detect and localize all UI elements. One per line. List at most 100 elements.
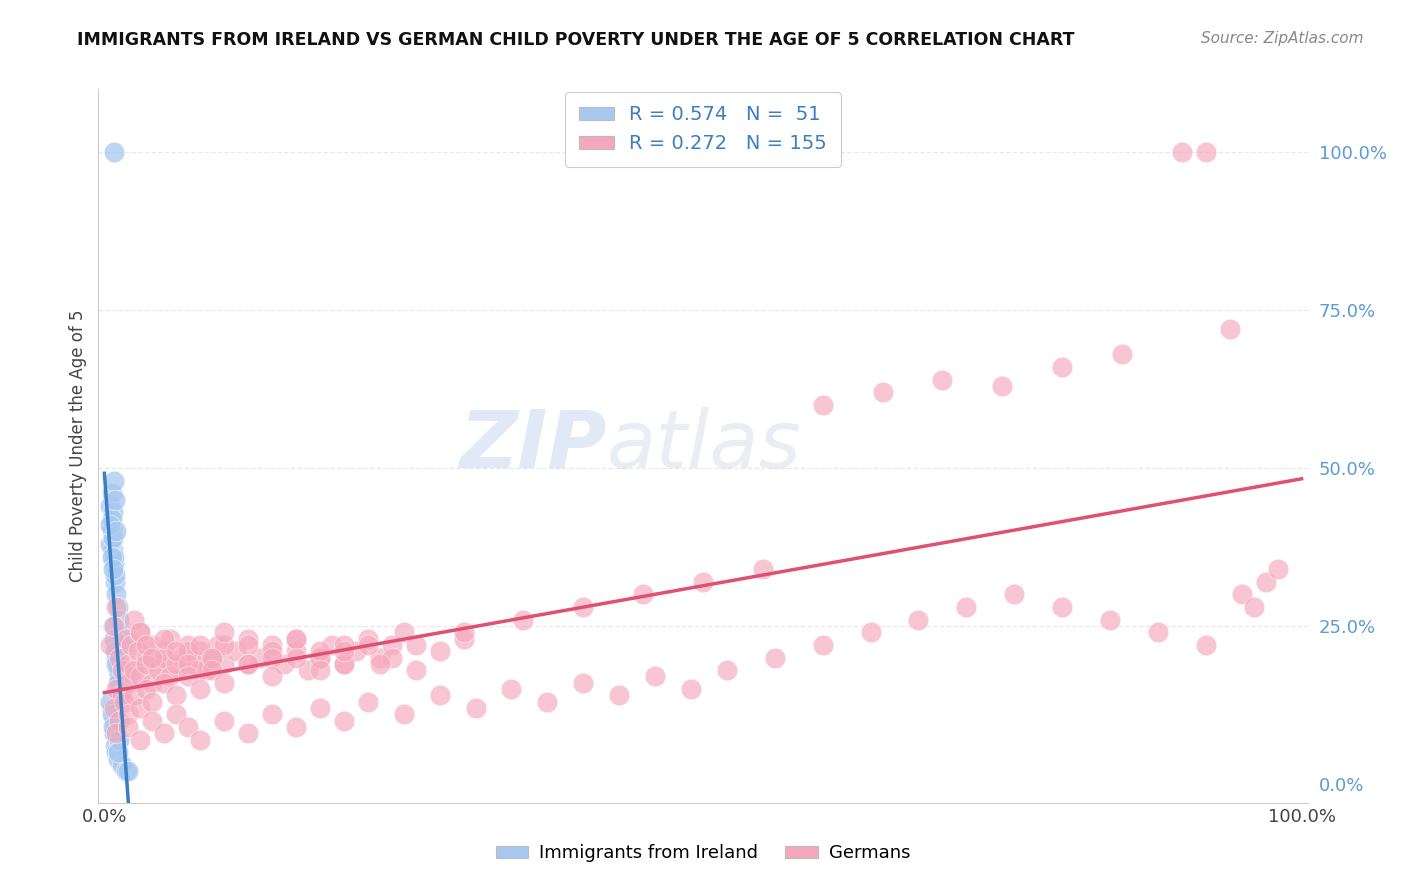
Point xyxy=(153,726,176,740)
Point xyxy=(103,619,125,633)
Point xyxy=(107,682,129,697)
Point xyxy=(201,650,224,665)
Point xyxy=(120,638,142,652)
Point xyxy=(159,632,181,646)
Point xyxy=(141,650,163,665)
Point xyxy=(100,549,122,564)
Point xyxy=(117,764,139,779)
Point xyxy=(344,644,367,658)
Point xyxy=(333,644,356,658)
Point xyxy=(153,650,176,665)
Point xyxy=(111,689,134,703)
Point xyxy=(103,714,125,728)
Point xyxy=(236,657,259,671)
Point xyxy=(100,486,122,500)
Point xyxy=(429,689,451,703)
Point xyxy=(107,751,129,765)
Point xyxy=(103,701,125,715)
Point xyxy=(153,632,176,646)
Point xyxy=(357,638,380,652)
Point xyxy=(177,720,200,734)
Point xyxy=(236,657,259,671)
Point xyxy=(607,689,630,703)
Point xyxy=(297,663,319,677)
Point xyxy=(177,638,200,652)
Point xyxy=(195,663,218,677)
Point xyxy=(141,638,163,652)
Point xyxy=(1111,347,1133,361)
Point xyxy=(177,644,200,658)
Point xyxy=(1147,625,1170,640)
Point xyxy=(333,657,356,671)
Point xyxy=(103,474,125,488)
Point xyxy=(1195,638,1218,652)
Point xyxy=(177,657,200,671)
Point xyxy=(100,638,122,652)
Point xyxy=(165,663,187,677)
Point xyxy=(453,632,475,646)
Point xyxy=(188,732,211,747)
Point xyxy=(107,689,129,703)
Point xyxy=(644,669,666,683)
Point xyxy=(129,732,152,747)
Point xyxy=(107,714,129,728)
Point xyxy=(572,675,595,690)
Point xyxy=(117,707,139,722)
Point xyxy=(1171,145,1194,160)
Point xyxy=(309,650,332,665)
Point xyxy=(103,549,125,564)
Point xyxy=(100,517,122,532)
Point xyxy=(124,669,146,683)
Point xyxy=(165,644,187,658)
Point xyxy=(105,524,128,539)
Point xyxy=(429,644,451,658)
Point xyxy=(104,568,127,582)
Point xyxy=(501,682,523,697)
Point xyxy=(115,632,138,646)
Point xyxy=(141,675,163,690)
Point xyxy=(103,556,125,570)
Point xyxy=(100,499,122,513)
Point xyxy=(212,625,235,640)
Point xyxy=(117,675,139,690)
Point xyxy=(135,657,157,671)
Point xyxy=(105,726,128,740)
Point xyxy=(108,625,131,640)
Point xyxy=(260,644,283,658)
Point xyxy=(1219,322,1241,336)
Point xyxy=(112,695,135,709)
Point xyxy=(107,669,129,683)
Point xyxy=(464,701,486,715)
Point xyxy=(165,657,187,671)
Text: ZIP: ZIP xyxy=(458,407,606,485)
Point xyxy=(105,682,128,697)
Point xyxy=(100,707,122,722)
Point xyxy=(284,632,307,646)
Point xyxy=(811,398,834,412)
Point xyxy=(165,689,187,703)
Point xyxy=(111,663,134,677)
Point xyxy=(107,745,129,759)
Point xyxy=(284,644,307,658)
Point xyxy=(333,657,356,671)
Point xyxy=(107,613,129,627)
Point xyxy=(188,682,211,697)
Point xyxy=(955,600,977,615)
Point xyxy=(368,657,391,671)
Point xyxy=(100,695,122,709)
Point xyxy=(159,669,181,683)
Point xyxy=(104,739,127,753)
Point xyxy=(991,379,1014,393)
Point xyxy=(212,714,235,728)
Point xyxy=(107,600,129,615)
Point xyxy=(129,669,152,683)
Point xyxy=(207,638,229,652)
Point xyxy=(405,663,427,677)
Point xyxy=(101,505,124,519)
Point xyxy=(110,638,132,652)
Point xyxy=(104,644,127,658)
Point xyxy=(392,625,415,640)
Point xyxy=(129,625,152,640)
Point xyxy=(872,385,894,400)
Point xyxy=(907,613,929,627)
